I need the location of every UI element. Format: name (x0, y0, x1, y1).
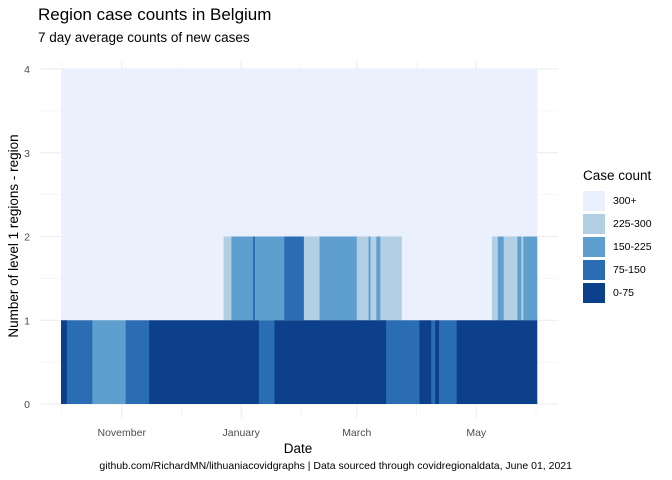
y-axis-ticks: 0 1 2 3 4 (24, 64, 30, 411)
legend-swatch (583, 282, 605, 303)
legend-item: 75-150 (583, 258, 652, 281)
heatmap-cell (419, 320, 432, 404)
heatmap-cell (231, 236, 254, 321)
heatmap-cell (439, 320, 457, 404)
x-tick-label: March (342, 427, 371, 439)
heatmap-cell (456, 320, 538, 404)
heatmap-cell (92, 320, 126, 404)
legend-item: 225-300 (583, 212, 652, 235)
y-tick-label: 4 (24, 64, 30, 76)
heatmap-cell (368, 236, 371, 321)
heatmap-cell (386, 320, 420, 404)
x-tick-label: November (98, 427, 147, 439)
y-tick-label: 0 (24, 399, 30, 411)
heatmap-cell (523, 236, 538, 321)
legend-label: 225-300 (613, 217, 652, 230)
x-axis-ticks: November January March May (98, 427, 487, 439)
legend-item: 150-225 (583, 235, 652, 258)
y-tick-label: 3 (24, 148, 30, 160)
legend-swatch (583, 213, 605, 234)
heatmap-cell (401, 236, 493, 321)
heatmap-cell (319, 236, 358, 321)
heatmap-cell (376, 236, 381, 321)
y-tick-label: 1 (24, 315, 30, 327)
legend: Case count 300+ 225-300 150-225 75-150 0-75 (583, 168, 652, 304)
legend-swatch (583, 236, 605, 257)
legend-label: 0-75 (613, 286, 635, 299)
heatmap-cell (521, 236, 524, 321)
legend-title: Case count (583, 168, 652, 183)
legend-label: 300+ (613, 194, 637, 207)
heatmap-cell (61, 320, 68, 404)
heatmap-cell (517, 236, 522, 321)
legend-label: 75-150 (613, 263, 646, 276)
heatmap-cell (66, 320, 93, 404)
heatmap-cell (380, 236, 403, 321)
legend-item: 300+ (583, 189, 652, 212)
x-tick-label: May (466, 427, 487, 439)
chart-title: Region case counts in Belgium (38, 5, 272, 24)
legend-item: 0-75 (583, 281, 652, 304)
heatmap-cells (61, 69, 538, 404)
legend-swatch (583, 190, 605, 211)
heatmap-cell (61, 69, 538, 237)
heatmap-cell (435, 320, 440, 404)
heatmap-cell (223, 236, 232, 321)
heatmap-cell (149, 320, 260, 404)
heatmap-cell (274, 320, 387, 404)
heatmap-cell (303, 236, 307, 321)
legend-items: 300+ 225-300 150-225 75-150 0-75 (583, 189, 652, 304)
heatmap-cell (254, 236, 285, 321)
x-tick-label: January (223, 427, 261, 439)
heatmap-cell (252, 236, 256, 321)
heatmap-cell (491, 236, 499, 321)
heatmap-cell (125, 320, 150, 404)
chart-caption: github.com/RichardMN/lithuaniacovidgraph… (99, 460, 572, 472)
legend-swatch (583, 259, 605, 280)
legend-label: 150-225 (613, 240, 652, 253)
y-axis-title: Number of level 1 regions - region (6, 134, 21, 337)
heatmap-cell (258, 320, 275, 404)
y-tick-label: 2 (24, 232, 30, 244)
chart-subtitle: 7 day average counts of new cases (38, 30, 250, 45)
heatmap-cell (284, 236, 305, 321)
heatmap-cell (431, 320, 436, 404)
heatmap-cell (497, 236, 504, 321)
heatmap-cell (356, 236, 369, 321)
heatmap-cell (61, 236, 224, 321)
heatmap-cell (503, 236, 518, 321)
x-axis-title: Date (284, 441, 313, 456)
heatmap-cell (305, 236, 320, 321)
heatmap-cell (370, 236, 377, 321)
